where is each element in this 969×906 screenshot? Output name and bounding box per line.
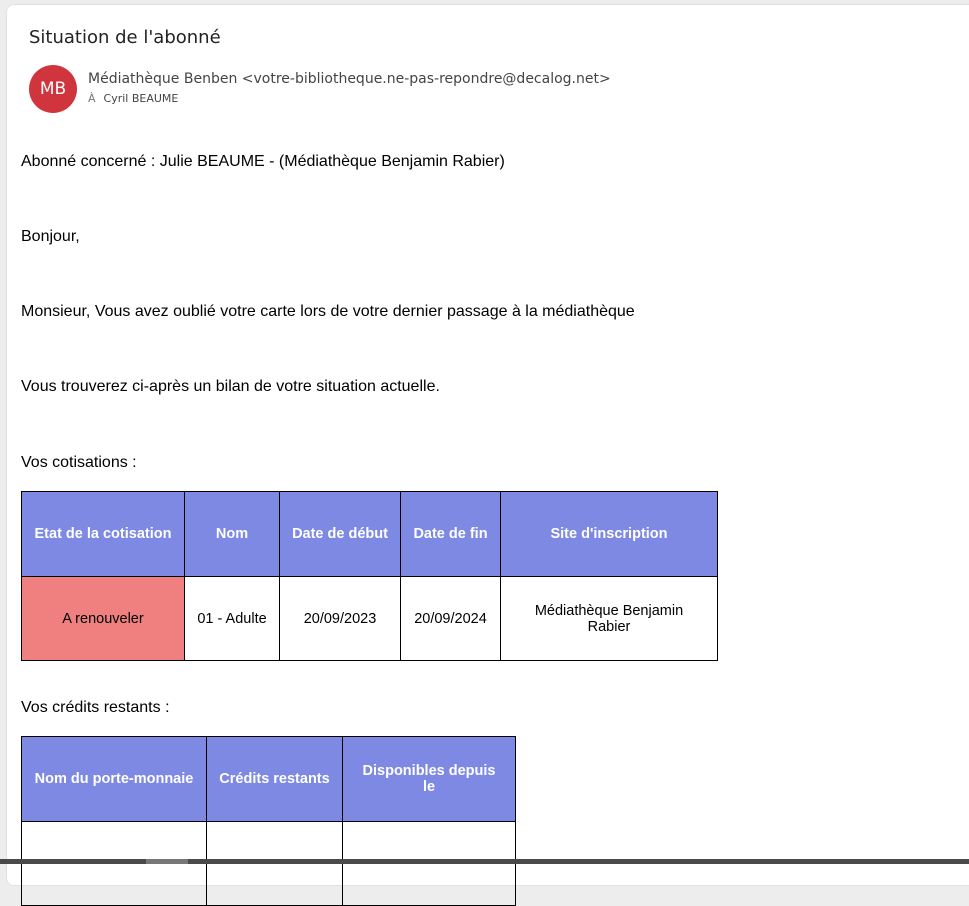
cotisations-label: Vos cotisations : bbox=[21, 454, 137, 471]
abonne-line: Abonné concerné : Julie BEAUME - (Médiat… bbox=[21, 153, 505, 170]
message: Monsieur, Vous avez oublié votre carte l… bbox=[21, 303, 635, 320]
nom-cell: 01 - Adulte bbox=[184, 576, 280, 661]
horizontal-scrollbar[interactable] bbox=[0, 859, 969, 864]
col-porte-monnaie: Nom du porte-monnaie bbox=[21, 736, 207, 822]
recipient-name[interactable]: Cyril BEAUME bbox=[103, 92, 179, 105]
col-date-fin: Date de fin bbox=[400, 491, 501, 577]
sender[interactable]: Médiathèque Benben <votre-bibliotheque.n… bbox=[88, 71, 611, 87]
intro: Vous trouverez ci-après un bilan de votr… bbox=[21, 378, 440, 395]
cotisations-table: Etat de la cotisation Nom Date de début … bbox=[21, 491, 718, 661]
sender-avatar[interactable]: MB bbox=[29, 65, 77, 113]
date-debut-cell: 20/09/2023 bbox=[279, 576, 401, 661]
col-etat: Etat de la cotisation bbox=[21, 491, 185, 577]
col-site: Site d'inscription bbox=[500, 491, 718, 577]
table-row: A renouveler 01 - Adulte 20/09/2023 20/0… bbox=[21, 576, 718, 661]
credits-table: Nom du porte-monnaie Crédits restants Di… bbox=[21, 736, 516, 906]
greeting: Bonjour, bbox=[21, 228, 80, 245]
to-prefix: À bbox=[88, 92, 96, 105]
scrollbar-thumb[interactable] bbox=[146, 859, 188, 864]
table-header-row: Etat de la cotisation Nom Date de début … bbox=[21, 491, 718, 577]
credits-label: Vos crédits restants : bbox=[21, 699, 170, 716]
col-nom: Nom bbox=[184, 491, 280, 577]
status-cell: A renouveler bbox=[21, 576, 185, 661]
col-date-debut: Date de début bbox=[279, 491, 401, 577]
email-subject: Situation de l'abonné bbox=[29, 27, 221, 48]
table-header-row: Nom du porte-monnaie Crédits restants Di… bbox=[21, 736, 516, 822]
col-credits: Crédits restants bbox=[206, 736, 343, 822]
col-disponibles: Disponibles depuis le bbox=[342, 736, 516, 822]
recipient: À Cyril BEAUME bbox=[88, 92, 178, 105]
date-fin-cell: 20/09/2024 bbox=[400, 576, 501, 661]
site-cell: Médiathèque Benjamin Rabier bbox=[500, 576, 718, 661]
